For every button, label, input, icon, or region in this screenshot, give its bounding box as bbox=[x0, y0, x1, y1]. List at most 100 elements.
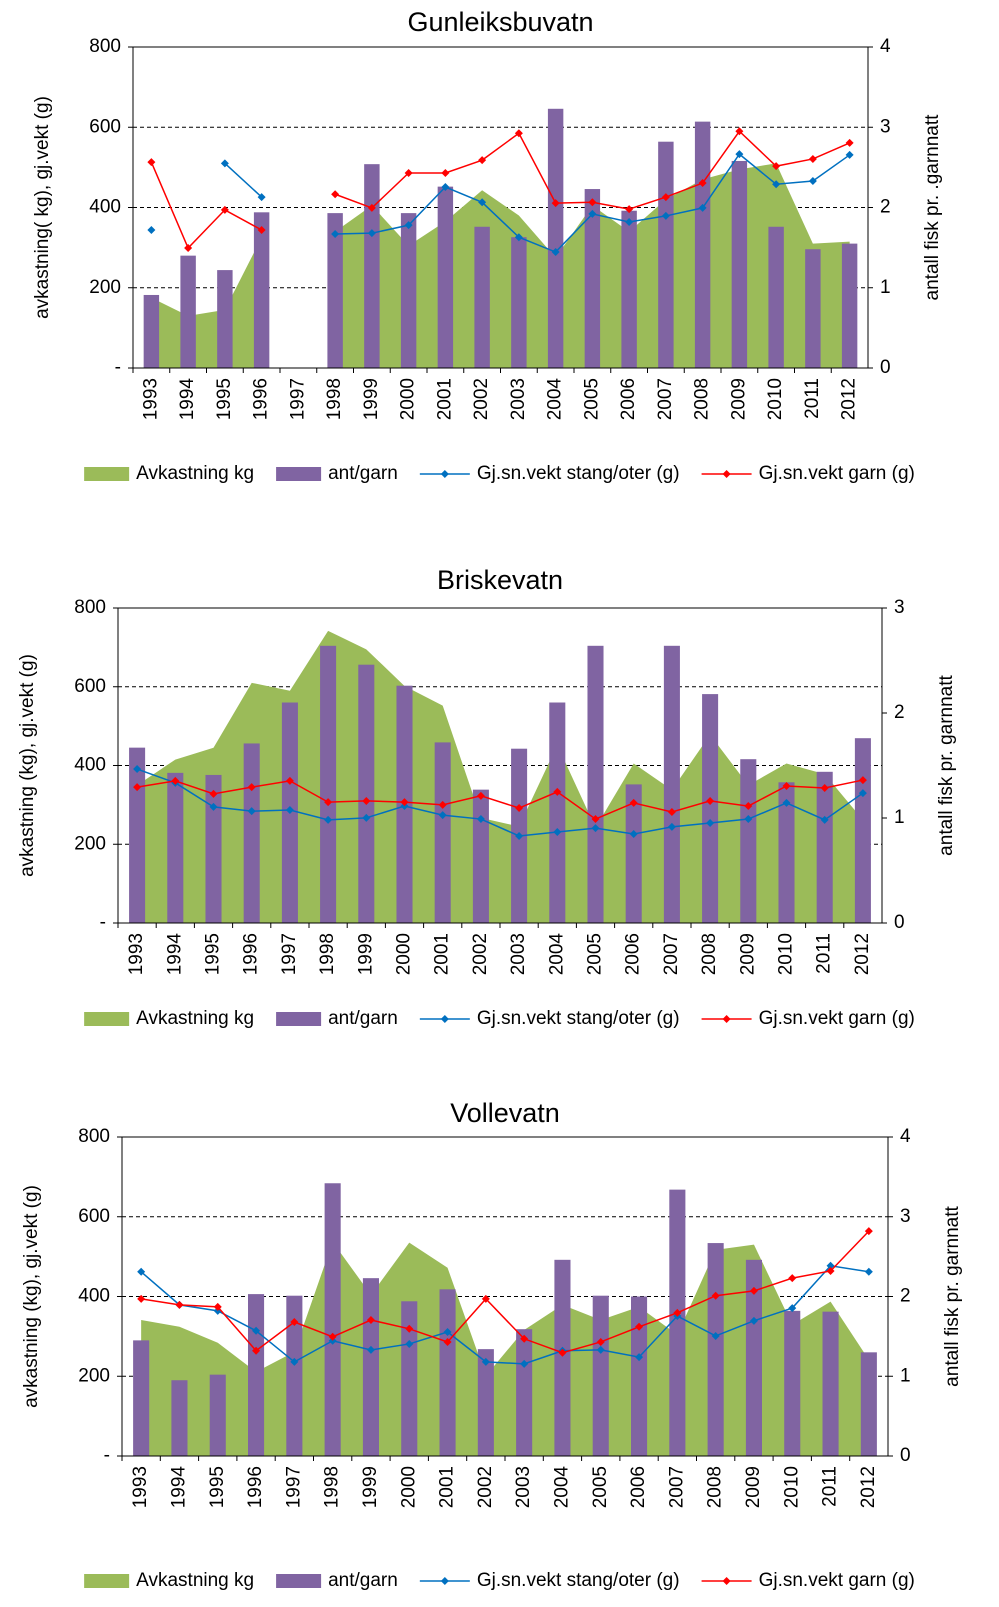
bar bbox=[171, 1380, 188, 1456]
x-tick-label: 2000 bbox=[398, 1466, 419, 1508]
marker bbox=[184, 244, 193, 253]
y2-tick-label: 4 bbox=[900, 1126, 911, 1147]
marker bbox=[324, 815, 333, 824]
marker bbox=[588, 198, 597, 207]
marker bbox=[476, 815, 485, 824]
marker bbox=[438, 800, 447, 809]
x-tick-label: 1996 bbox=[241, 933, 262, 975]
bar bbox=[587, 645, 604, 923]
bar bbox=[731, 160, 748, 368]
marker bbox=[252, 1326, 261, 1335]
marker bbox=[367, 229, 376, 238]
y2-tick-label: 2 bbox=[894, 702, 905, 723]
x-tick-label: 2007 bbox=[655, 378, 676, 420]
x-tick-label: 2002 bbox=[470, 933, 491, 975]
marker bbox=[661, 211, 670, 220]
x-tick-label: 2012 bbox=[839, 378, 860, 420]
marker bbox=[782, 798, 791, 807]
marker bbox=[588, 209, 597, 218]
marker bbox=[362, 813, 371, 822]
marker bbox=[591, 824, 600, 833]
legend-item: Avkastning kg bbox=[84, 1008, 254, 1029]
y-tick-label: 600 bbox=[89, 116, 121, 137]
marker bbox=[405, 1339, 414, 1348]
y-tick-label: - bbox=[100, 912, 106, 933]
marker bbox=[667, 807, 676, 816]
y-tick-label: 400 bbox=[74, 755, 106, 776]
bar bbox=[549, 702, 566, 923]
line bbox=[140, 1264, 869, 1365]
y-tick-label: 600 bbox=[74, 676, 106, 697]
marker bbox=[515, 831, 524, 840]
x-tick-label: 2004 bbox=[546, 933, 567, 976]
y2-axis-label: antall fisk pr. .garnnatt bbox=[922, 114, 943, 301]
x-tick-label: 2004 bbox=[545, 378, 566, 421]
x-tick-label: 2001 bbox=[434, 378, 455, 420]
marker bbox=[826, 1261, 835, 1270]
marker bbox=[147, 158, 156, 167]
marker bbox=[290, 1318, 299, 1327]
legend-swatch bbox=[84, 467, 130, 481]
marker bbox=[667, 822, 676, 831]
legend-item: Gj.sn.vekt garn (g) bbox=[701, 1008, 915, 1029]
chart-title: Vollevatn bbox=[450, 1098, 560, 1128]
marker bbox=[247, 807, 256, 816]
marker bbox=[443, 1337, 452, 1346]
y2-tick-label: 0 bbox=[894, 912, 905, 933]
x-tick-label: 2003 bbox=[513, 1466, 534, 1508]
x-tick-label: 2010 bbox=[781, 1466, 802, 1508]
x-tick-label: 2003 bbox=[508, 933, 529, 975]
bar bbox=[167, 772, 184, 923]
marker bbox=[362, 796, 371, 805]
marker bbox=[438, 811, 447, 820]
legend-swatch bbox=[722, 1015, 731, 1023]
marker bbox=[328, 1332, 337, 1341]
legend-swatch bbox=[440, 1577, 449, 1585]
y-tick-label: - bbox=[104, 1445, 110, 1466]
legend-item: Avkastning kg bbox=[84, 1570, 254, 1591]
bar bbox=[362, 1278, 379, 1456]
legend-swatch bbox=[440, 470, 449, 478]
legend-item: Gj.sn.vekt garn (g) bbox=[701, 1570, 915, 1591]
bar bbox=[631, 1296, 648, 1456]
marker bbox=[515, 804, 524, 813]
marker bbox=[147, 225, 156, 234]
x-tick-label: 2006 bbox=[618, 378, 639, 420]
marker bbox=[252, 1346, 261, 1355]
bar bbox=[854, 738, 871, 923]
marker bbox=[706, 818, 715, 827]
marker bbox=[366, 1316, 375, 1325]
x-tick-label: 2001 bbox=[432, 933, 453, 975]
y-axis-label: avkastning (kg), gj.vekt (g) bbox=[21, 1185, 42, 1408]
x-tick-label: 2002 bbox=[471, 378, 492, 420]
marker bbox=[698, 179, 707, 188]
y2-tick-label: 3 bbox=[900, 1206, 911, 1227]
x-tick-label: 1999 bbox=[361, 378, 382, 420]
marker bbox=[788, 1304, 797, 1313]
marker bbox=[247, 783, 256, 792]
marker bbox=[858, 776, 867, 785]
x-tick-label: 2009 bbox=[737, 933, 758, 975]
marker bbox=[558, 1348, 567, 1357]
legend-label: Gj.sn.vekt stang/oter (g) bbox=[477, 1570, 680, 1591]
bar bbox=[658, 141, 674, 368]
legend-label: Gj.sn.vekt garn (g) bbox=[759, 1570, 915, 1591]
y-tick-label: 200 bbox=[78, 1365, 110, 1386]
marker bbox=[625, 205, 634, 214]
bar bbox=[768, 226, 784, 368]
y2-tick-label: 2 bbox=[900, 1286, 911, 1307]
bar bbox=[745, 1259, 762, 1456]
y-tick-label: 400 bbox=[89, 197, 121, 218]
bar bbox=[547, 108, 564, 368]
bar bbox=[180, 255, 196, 368]
x-tick-label: 1997 bbox=[279, 933, 300, 975]
bar bbox=[621, 210, 637, 368]
bar bbox=[143, 294, 160, 368]
legend-label: Gj.sn.vekt garn (g) bbox=[759, 463, 915, 484]
x-tick-label: 2005 bbox=[590, 1466, 611, 1508]
marker bbox=[366, 1345, 375, 1354]
bar bbox=[841, 243, 858, 368]
bar bbox=[625, 784, 642, 923]
bar bbox=[805, 249, 821, 368]
marker bbox=[820, 815, 829, 824]
